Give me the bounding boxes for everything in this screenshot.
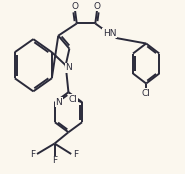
Text: Cl: Cl	[69, 95, 78, 104]
Text: N: N	[56, 98, 62, 107]
Text: Cl: Cl	[142, 89, 151, 98]
Text: O: O	[71, 2, 78, 11]
Text: F: F	[30, 150, 36, 159]
Text: O: O	[94, 2, 101, 11]
Text: HN: HN	[103, 29, 116, 38]
Text: F: F	[73, 150, 78, 159]
Text: N: N	[65, 63, 72, 72]
Text: F: F	[52, 156, 57, 165]
